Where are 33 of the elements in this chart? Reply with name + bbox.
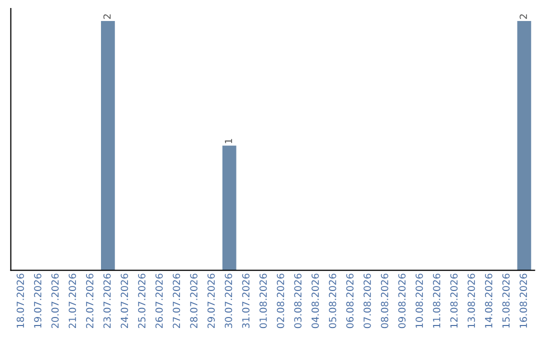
x-tick-label: 02.08.2026 xyxy=(276,274,284,328)
data-label: 2 xyxy=(103,14,111,19)
x-tick-label: 05.08.2026 xyxy=(328,274,336,328)
x-tick-label: 01.08.2026 xyxy=(259,274,267,328)
x-tick-label: 11.08.2026 xyxy=(432,274,440,328)
data-label: 2 xyxy=(520,14,527,19)
x-tick-label: 31.07.2026 xyxy=(242,274,250,328)
x-tick-label: 27.07.2026 xyxy=(172,274,180,328)
x-tick-label: 07.08.2026 xyxy=(364,274,371,328)
x-tick-label: 03.08.2026 xyxy=(294,274,302,328)
x-tick-label: 04.08.2026 xyxy=(312,274,319,328)
x-tick-label: 18.07.2026 xyxy=(16,274,24,328)
x-tick-label: 25.07.2026 xyxy=(138,274,146,328)
x-tick-label: 22.07.2026 xyxy=(86,274,94,328)
x-tick-label: 21.07.2026 xyxy=(68,274,76,328)
x-tick-label: 08.08.2026 xyxy=(380,274,388,328)
x-tick-label: 24.07.2026 xyxy=(120,274,128,328)
x-tick-label: 28.07.2026 xyxy=(190,274,198,328)
x-tick-label: 23.07.2026 xyxy=(103,274,111,328)
x-tick-label: 14.08.2026 xyxy=(484,274,492,328)
x-tick-label: 16.08.2026 xyxy=(520,274,528,328)
x-tick-label: 20.07.2026 xyxy=(51,274,59,328)
x-tick-label: 06.08.2026 xyxy=(346,274,354,328)
x-tick-label: 15.08.2026 xyxy=(502,274,510,328)
x-tick-label: 30.07.2026 xyxy=(224,274,232,328)
x-tick-label: 13.08.2026 xyxy=(468,274,475,328)
data-label: 1 xyxy=(224,138,232,144)
x-tick-label: 19.07.2026 xyxy=(34,274,42,328)
x-tick-label: 29.07.2026 xyxy=(207,274,215,328)
x-tick-label: 09.08.2026 xyxy=(398,274,406,328)
x-tick-label: 10.08.2026 xyxy=(416,274,423,328)
x-tick-label: 12.08.2026 xyxy=(450,274,458,328)
x-tick-label: 26.07.2026 xyxy=(155,274,163,328)
